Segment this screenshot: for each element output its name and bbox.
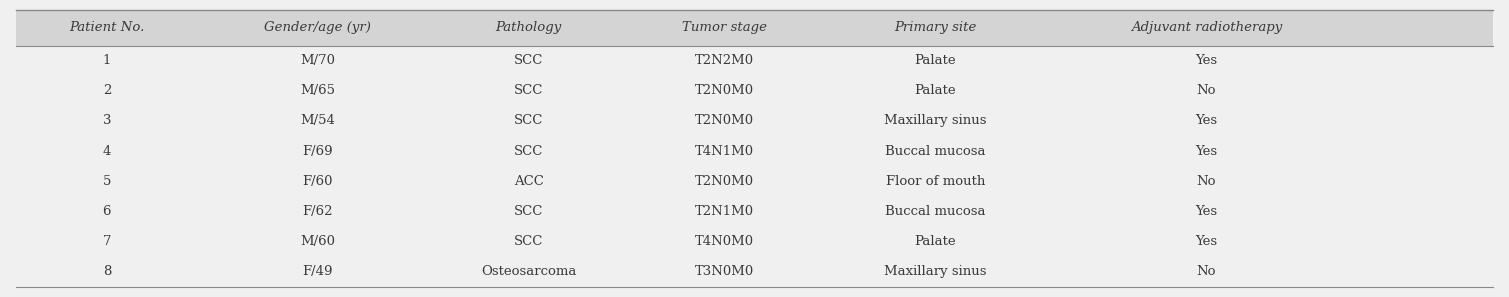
Text: Yes: Yes xyxy=(1195,205,1218,218)
Text: M/54: M/54 xyxy=(300,114,335,127)
Text: Gender/age (yr): Gender/age (yr) xyxy=(264,21,371,34)
Text: 1: 1 xyxy=(103,54,112,67)
Text: M/65: M/65 xyxy=(300,84,335,97)
Text: SCC: SCC xyxy=(515,84,543,97)
Text: 4: 4 xyxy=(103,145,112,158)
Text: T2N1M0: T2N1M0 xyxy=(694,205,754,218)
Text: T2N0M0: T2N0M0 xyxy=(694,175,754,188)
Text: Primary site: Primary site xyxy=(893,21,976,34)
Text: Yes: Yes xyxy=(1195,54,1218,67)
Text: Palate: Palate xyxy=(914,84,957,97)
Text: Palate: Palate xyxy=(914,54,957,67)
Text: SCC: SCC xyxy=(515,205,543,218)
Text: M/70: M/70 xyxy=(300,54,335,67)
Text: 5: 5 xyxy=(103,175,112,188)
Text: SCC: SCC xyxy=(515,235,543,248)
Text: Yes: Yes xyxy=(1195,145,1218,158)
Text: 8: 8 xyxy=(103,265,112,278)
Text: T2N2M0: T2N2M0 xyxy=(694,54,754,67)
Text: Maxillary sinus: Maxillary sinus xyxy=(884,114,987,127)
Text: Osteosarcoma: Osteosarcoma xyxy=(481,265,576,278)
Text: Yes: Yes xyxy=(1195,114,1218,127)
Text: No: No xyxy=(1197,265,1216,278)
Text: Floor of mouth: Floor of mouth xyxy=(886,175,985,188)
Text: 2: 2 xyxy=(103,84,112,97)
Text: 6: 6 xyxy=(103,205,112,218)
Text: F/62: F/62 xyxy=(302,205,333,218)
Text: SCC: SCC xyxy=(515,114,543,127)
Text: T4N0M0: T4N0M0 xyxy=(694,235,754,248)
Text: Maxillary sinus: Maxillary sinus xyxy=(884,265,987,278)
Text: F/69: F/69 xyxy=(302,145,333,158)
Text: Pathology: Pathology xyxy=(495,21,561,34)
Text: T3N0M0: T3N0M0 xyxy=(694,265,754,278)
Text: M/60: M/60 xyxy=(300,235,335,248)
Text: No: No xyxy=(1197,84,1216,97)
Text: Buccal mucosa: Buccal mucosa xyxy=(884,205,985,218)
Text: T2N0M0: T2N0M0 xyxy=(694,84,754,97)
Text: Yes: Yes xyxy=(1195,235,1218,248)
Text: Buccal mucosa: Buccal mucosa xyxy=(884,145,985,158)
Text: 7: 7 xyxy=(103,235,112,248)
Text: Patient No.: Patient No. xyxy=(69,21,145,34)
Text: No: No xyxy=(1197,175,1216,188)
Text: Palate: Palate xyxy=(914,235,957,248)
Text: F/49: F/49 xyxy=(302,265,333,278)
Text: Adjuvant radiotherapy: Adjuvant radiotherapy xyxy=(1130,21,1283,34)
Text: SCC: SCC xyxy=(515,54,543,67)
Text: F/60: F/60 xyxy=(302,175,333,188)
Text: SCC: SCC xyxy=(515,145,543,158)
Text: Tumor stage: Tumor stage xyxy=(682,21,767,34)
Bar xyxy=(17,10,1492,45)
Text: 3: 3 xyxy=(103,114,112,127)
Text: T2N0M0: T2N0M0 xyxy=(694,114,754,127)
Text: ACC: ACC xyxy=(513,175,543,188)
Text: T4N1M0: T4N1M0 xyxy=(694,145,754,158)
